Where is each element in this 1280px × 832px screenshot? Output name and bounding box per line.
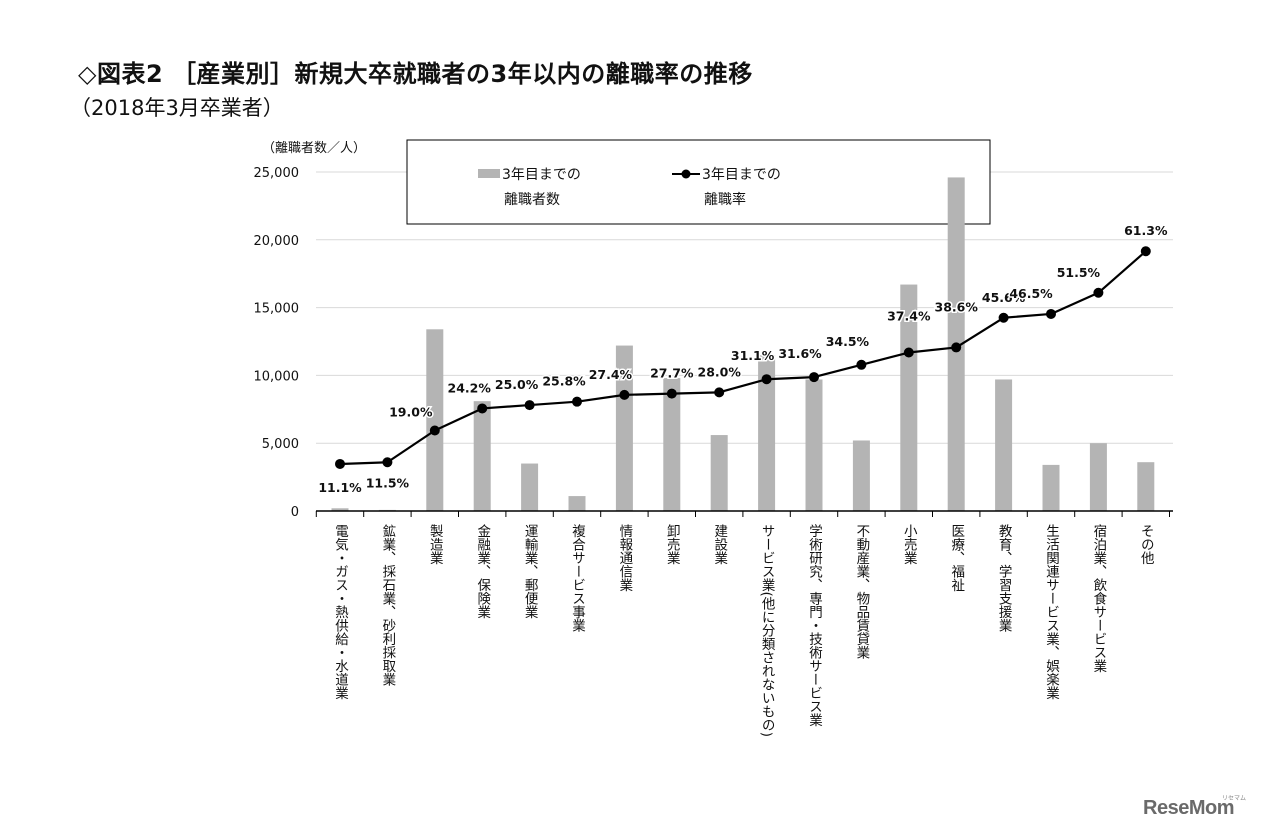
rate-point: [903, 347, 914, 358]
rate-data-label: 45.6%: [982, 290, 1026, 305]
x-category-label: 教育、学習支援業: [996, 524, 1013, 633]
rate-point: [477, 403, 488, 414]
x-category-label: 運輸業、郵便業: [522, 524, 539, 619]
rate-data-label: 28.0%: [698, 364, 742, 379]
x-category-label: 不動産業、物品賃貸業: [853, 524, 870, 659]
legend-bar-swatch: [478, 169, 500, 178]
legend-line-label-1: 3年目までの: [702, 167, 781, 183]
x-category-label: 宿泊業、飲食サービス業: [1090, 523, 1107, 673]
rate-data-label: 38.6%: [935, 299, 979, 314]
rate-point: [619, 389, 630, 400]
rate-data-label: 25.8%: [542, 374, 586, 389]
rate-line: [339, 250, 1147, 466]
x-category-label: 生活関連サービス業、娯楽業: [1043, 524, 1060, 700]
x-category-label: 建設業: [711, 524, 728, 565]
rate-point: [335, 458, 345, 469]
legend-line-marker: [681, 169, 691, 179]
bar: [805, 379, 823, 511]
bar: [1137, 462, 1155, 511]
x-category-label: 金融業、保険業: [474, 524, 491, 619]
bar: [615, 345, 633, 511]
bar: [426, 329, 444, 511]
chart-title: ◇図表2 ［産業別］新規大卒就職者の3年以内の離職率の推移: [78, 60, 753, 88]
rate-point: [761, 374, 772, 385]
x-category-label: その他: [1138, 524, 1155, 566]
rate-data-label: 27.7%: [650, 366, 694, 381]
bar: [852, 440, 870, 511]
y-axis-label: （離職者数／人）: [262, 141, 366, 156]
rate-point: [714, 387, 725, 398]
y-tick-label: 5,000: [262, 437, 299, 452]
legend-bar-label-2: 離職者数: [504, 191, 560, 208]
x-category-label: 医療、福祉: [948, 524, 965, 593]
x-category-label: 製造業: [427, 524, 444, 565]
rate-data-label: 37.4%: [887, 309, 931, 324]
bar: [521, 463, 539, 511]
rate-point: [572, 396, 582, 407]
rate-point: [524, 400, 535, 411]
bar: [995, 379, 1013, 511]
rate-point: [666, 388, 677, 399]
bar: [663, 378, 681, 511]
bar: [1089, 443, 1107, 511]
x-category-label: 学術研究、専門・技術サービス業: [806, 524, 823, 727]
rate-data-label: 11.1%: [318, 480, 362, 495]
rate-point: [1093, 287, 1104, 298]
bar: [900, 284, 918, 511]
y-tick-label: 15,000: [254, 302, 300, 317]
x-category-label: 卸売業: [664, 524, 681, 565]
rate-data-label: 34.5%: [826, 334, 870, 349]
y-tick-label: 0: [291, 505, 299, 520]
rate-data-label: 51.5%: [1057, 265, 1101, 280]
rate-data-label: 31.1%: [731, 348, 775, 363]
rate-point: [809, 372, 819, 383]
rate-data-label: 46.5%: [1009, 286, 1053, 301]
rate-data-label: 11.5%: [366, 475, 410, 490]
bar: [473, 401, 491, 511]
x-category-label: 複合サービス事業: [569, 523, 586, 633]
y-tick-label: 25,000: [254, 166, 300, 181]
watermark-logo: ReseMom: [1143, 797, 1234, 819]
rate-point: [429, 425, 440, 436]
x-category-label: 情報通信業: [616, 524, 633, 592]
rate-data-label: 19.0%: [389, 404, 433, 419]
rate-point: [951, 342, 962, 353]
bar: [758, 355, 776, 511]
legend-bar-label-1: 3年目までの: [502, 167, 581, 183]
chart-subtitle: （2018年3月卒業者）: [70, 96, 284, 120]
rate-point: [382, 457, 393, 468]
bar: [710, 435, 728, 511]
rate-data-label: 24.2%: [448, 380, 492, 395]
rate-point: [998, 312, 1009, 323]
y-tick-label: 20,000: [254, 234, 300, 249]
rate-point: [1046, 308, 1056, 319]
bar: [568, 496, 586, 511]
x-category-label: 電気・ガス・熱供給・水道業: [332, 524, 349, 700]
y-tick-label: 10,000: [254, 369, 300, 384]
watermark-sub: リセマム: [1222, 795, 1247, 802]
rate-point: [1140, 246, 1151, 257]
bar: [331, 508, 349, 511]
legend-box: [406, 139, 991, 225]
rate-data-label: 61.3%: [1124, 223, 1168, 238]
legend-line-label-2: 離職率: [704, 191, 746, 208]
x-category-label: サービス業(他に分類されないもの): [759, 524, 776, 737]
bar: [1042, 464, 1060, 511]
rate-data-label: 27.4%: [589, 367, 633, 382]
rate-point: [856, 359, 867, 370]
rate-data-label: 25.0%: [495, 377, 539, 392]
x-category-label: 鉱業、採石業、砂利採取業: [379, 524, 396, 687]
rate-data-label: 31.6%: [778, 346, 822, 361]
x-category-label: 小売業: [901, 524, 918, 565]
